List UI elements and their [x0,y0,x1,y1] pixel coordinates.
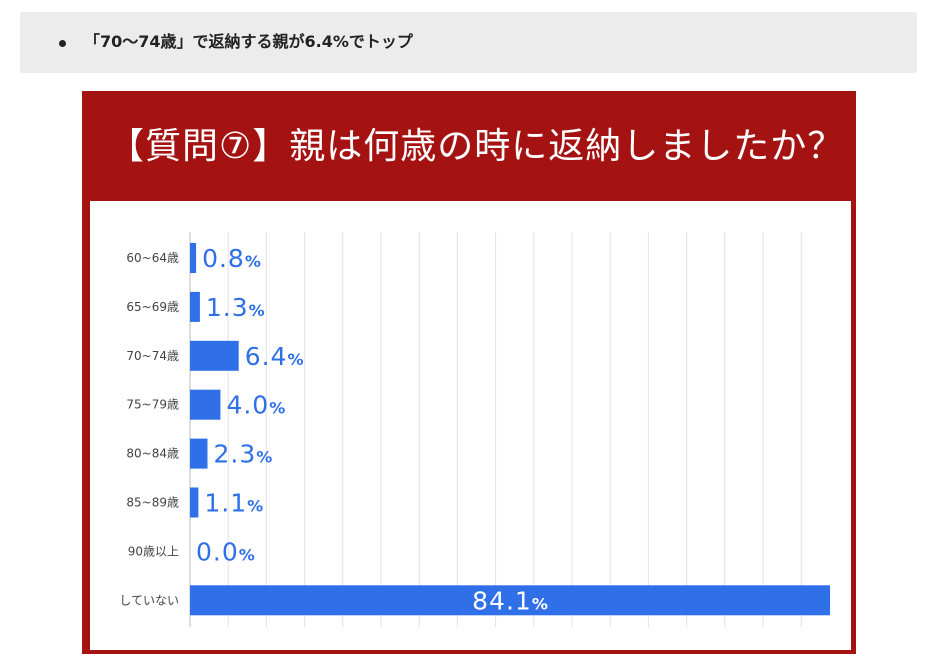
category-label: 65~69歳 [126,300,179,314]
category-label: 85~89歳 [126,496,179,510]
chart-panel [90,201,851,650]
callout-box: 「70〜74歳」で返納する親が6.4%でトップ [20,12,917,73]
category-label: 90歳以上 [128,544,179,558]
chart-frame: 【質問⑦】親は何歳の時に返納しましたか？ [82,91,856,654]
data-label: 84.1% [472,586,548,615]
data-label: 2.3% [214,440,273,469]
bar [190,389,221,420]
bar [190,487,199,518]
data-label: 1.3% [206,293,265,322]
chart-title: 【質問⑦】親は何歳の時に返納しましたか？ [108,126,845,167]
data-label: 0.0% [196,537,255,566]
category-label: 80~84歳 [126,447,179,461]
bar [190,438,208,469]
callout-text: 「70〜74歳」で返納する親が6.4%でトップ [84,32,413,51]
data-label: 6.4% [245,342,304,371]
bar [190,340,239,371]
category-label: 70~74歳 [126,349,179,363]
category-label: 75~79歳 [126,398,179,412]
data-label: 1.1% [204,489,263,518]
bar [190,243,197,273]
bullet-icon [59,40,66,47]
bar [190,585,830,616]
category-label: 60~64歳 [126,251,179,265]
bar [190,291,200,322]
data-label: 0.8% [202,244,261,273]
data-label: 4.0% [226,391,285,420]
category-label: していない [119,593,179,607]
